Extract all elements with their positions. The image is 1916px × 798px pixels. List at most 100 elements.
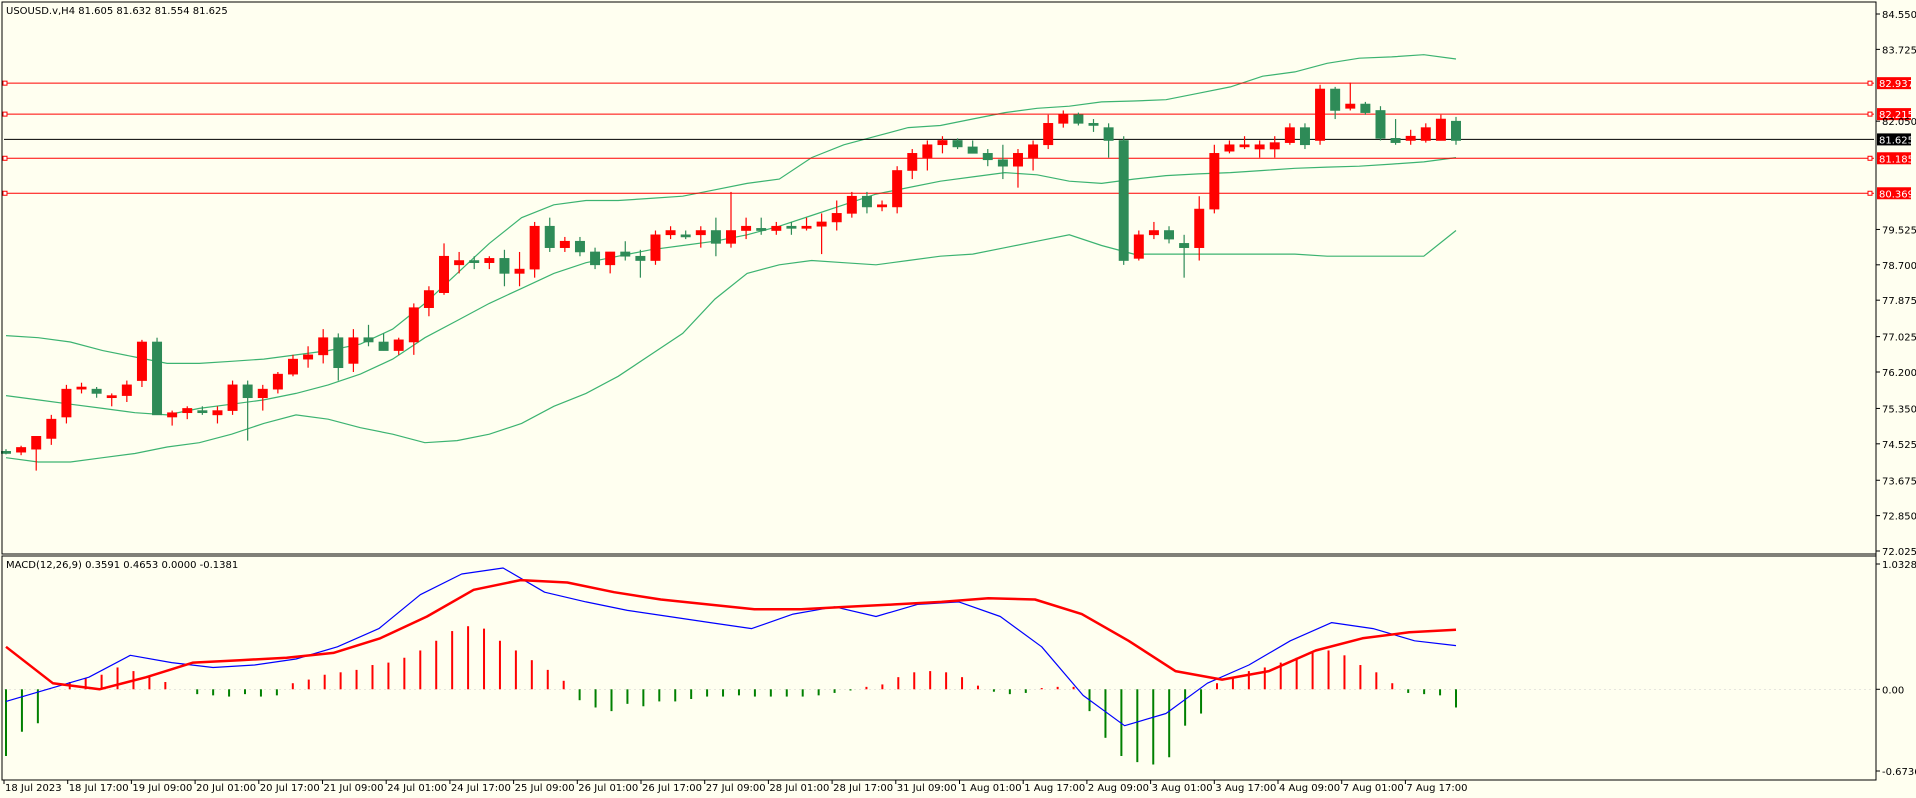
horizontal-levels[interactable]: 82.937 82.215 81.185 80.369 81.625 xyxy=(2,77,1914,200)
candle-body xyxy=(861,195,872,208)
candle-body xyxy=(982,153,993,161)
time-tick-label: 27 Jul 09:00 xyxy=(706,783,766,794)
candle-body xyxy=(771,225,782,231)
candle-body xyxy=(1405,135,1416,141)
macd-tick-label: 0.00 xyxy=(1882,685,1904,696)
candle-body xyxy=(318,337,329,356)
candle-body xyxy=(967,146,978,154)
candle-body xyxy=(1345,103,1356,109)
candle-body xyxy=(1420,127,1431,141)
level-price-tag xyxy=(1877,187,1911,200)
time-tick-label: 18 Jul 2023 xyxy=(5,783,62,794)
candle-body xyxy=(1299,127,1310,146)
time-tick-label: 3 Aug 17:00 xyxy=(1215,783,1276,794)
bollinger-upper-band xyxy=(5,54,1457,364)
time-tick-label: 18 Jul 17:00 xyxy=(69,783,129,794)
price-tick-label: 76.200 xyxy=(1882,368,1916,379)
candle-body xyxy=(846,195,857,214)
macd-tick-label: 1.0328 xyxy=(1882,560,1916,571)
candle-body xyxy=(393,339,404,351)
price-tick-label: 77.875 xyxy=(1882,296,1916,307)
candle-body xyxy=(877,204,888,208)
candle-body xyxy=(1194,208,1205,248)
macd-signal-line xyxy=(5,578,1457,691)
level-handle-right xyxy=(1867,111,1873,117)
candle-body xyxy=(1,451,11,454)
candle-body xyxy=(831,213,842,223)
candle-body xyxy=(726,230,736,244)
candle-body xyxy=(620,251,631,257)
candle-body xyxy=(635,255,646,261)
price-tick-label: 83.725 xyxy=(1882,45,1916,56)
candle-body xyxy=(408,307,419,343)
candle-body xyxy=(227,384,238,411)
candle-body xyxy=(121,384,132,396)
time-tick-label: 7 Aug 17:00 xyxy=(1406,783,1467,794)
level-price-label: 82.937 xyxy=(1879,79,1914,90)
candle-body xyxy=(1390,138,1401,143)
level-price-tag xyxy=(1877,77,1911,90)
candle-body xyxy=(423,290,434,308)
candle-body xyxy=(167,412,178,418)
price-tick-label: 82.050 xyxy=(1882,117,1916,128)
candle-body xyxy=(1118,140,1129,261)
time-tick-label: 3 Aug 01:00 xyxy=(1152,783,1213,794)
candle-body xyxy=(574,240,585,253)
candle-body xyxy=(272,373,283,390)
level-handle-left xyxy=(2,111,8,117)
macd-tick-label: -0.6736 xyxy=(1882,767,1916,778)
candle-body xyxy=(91,388,102,394)
candle-body xyxy=(816,221,827,227)
candle-body xyxy=(439,255,450,293)
price-tick-label: 84.550 xyxy=(1882,10,1916,21)
candle-body xyxy=(786,225,797,229)
candle-body xyxy=(303,354,314,360)
candle-body xyxy=(257,388,268,399)
price-tick-label: 77.025 xyxy=(1882,333,1916,344)
candle-body xyxy=(363,337,374,343)
price-tick-label: 79.525 xyxy=(1882,225,1916,236)
time-tick-label: 24 Jul 17:00 xyxy=(451,783,511,794)
candle-body xyxy=(665,230,676,236)
candle-body xyxy=(922,144,933,158)
price-tick-label: 75.350 xyxy=(1882,404,1916,415)
candle-body xyxy=(907,153,918,171)
time-tick-label: 2 Aug 09:00 xyxy=(1088,783,1149,794)
level-price-label: 82.215 xyxy=(1879,110,1914,121)
candle-body xyxy=(1375,110,1386,139)
level-price-label: 80.369 xyxy=(1879,189,1914,200)
candle-body xyxy=(952,140,963,148)
candle-body xyxy=(76,386,87,390)
candle-body xyxy=(1073,114,1084,124)
time-tick-label: 7 Aug 01:00 xyxy=(1343,783,1404,794)
candle-body xyxy=(106,395,117,399)
candle-body xyxy=(484,258,495,263)
time-tick-label: 1 Aug 01:00 xyxy=(961,783,1022,794)
candle-body xyxy=(16,447,27,453)
candle-body xyxy=(1239,144,1250,148)
level-price-label: 81.185 xyxy=(1879,154,1914,165)
time-tick-label: 1 Aug 17:00 xyxy=(1024,783,1085,794)
candle-body xyxy=(212,410,223,416)
candle-body xyxy=(378,341,389,351)
candle-body xyxy=(46,418,57,439)
candle-body xyxy=(152,341,163,416)
level-handle-left xyxy=(2,190,8,196)
candle-body xyxy=(1315,88,1326,141)
macd-pane xyxy=(4,567,1874,765)
candle-body xyxy=(1269,142,1280,150)
candle-body xyxy=(695,230,706,236)
time-tick-label: 20 Jul 17:00 xyxy=(260,783,320,794)
candle-body xyxy=(31,436,42,450)
time-tick-label: 28 Jul 01:00 xyxy=(769,783,829,794)
candle-body xyxy=(287,358,298,375)
candle-body xyxy=(741,225,752,231)
candle-body xyxy=(1043,123,1054,146)
candle-body xyxy=(529,225,540,270)
candle-body xyxy=(937,140,948,146)
candle-body xyxy=(1058,114,1069,124)
candle-body xyxy=(1360,103,1371,113)
